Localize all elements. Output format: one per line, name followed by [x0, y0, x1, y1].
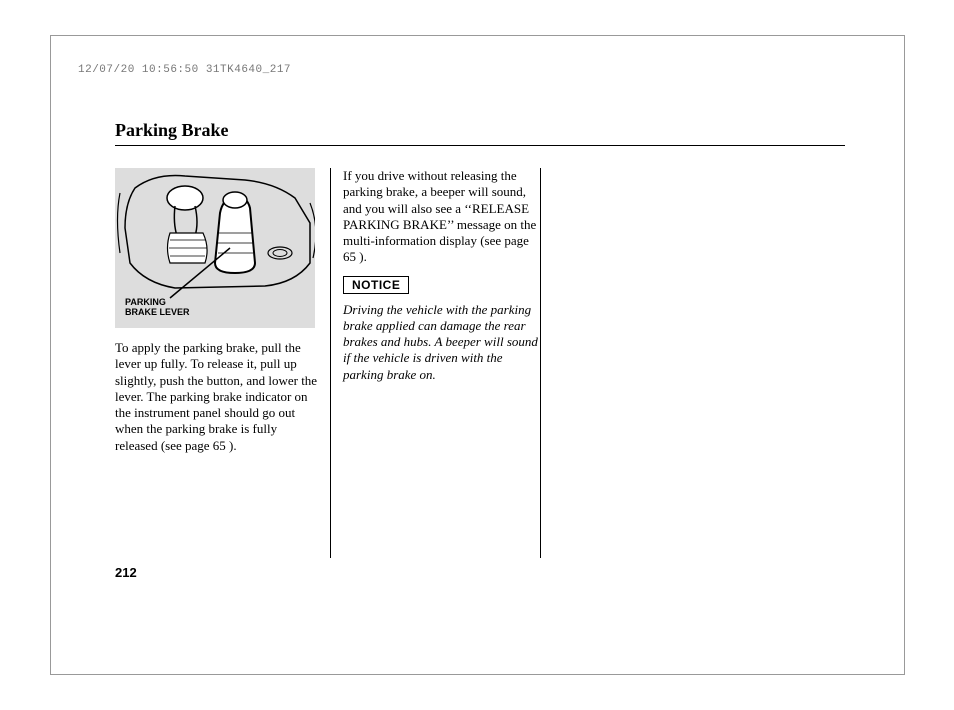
- column-2: If you drive without releasing the parki…: [330, 168, 540, 558]
- page-number: 212: [115, 565, 137, 580]
- column2-body-text: If you drive without releasing the parki…: [343, 168, 540, 266]
- column1-body-text: To apply the parking brake, pull the lev…: [115, 340, 318, 454]
- notice-body-text: Driving the vehicle with the parking bra…: [343, 302, 540, 383]
- notice-label-box: NOTICE: [343, 276, 409, 294]
- illustration-label: PARKING BRAKE LEVER: [125, 298, 190, 318]
- document-timestamp: 12/07/20 10:56:50 31TK4640_217: [78, 64, 291, 76]
- illustration-label-line2: BRAKE LEVER: [125, 307, 190, 317]
- column-layout: PARKING BRAKE LEVER To apply the parking…: [115, 168, 845, 558]
- column-3: [540, 168, 750, 558]
- column-1: PARKING BRAKE LEVER To apply the parking…: [115, 168, 330, 558]
- parking-brake-illustration: PARKING BRAKE LEVER: [115, 168, 315, 328]
- page-title: Parking Brake: [115, 120, 845, 146]
- page-content: Parking Brake: [115, 120, 845, 558]
- illustration-label-line1: PARKING: [125, 297, 166, 307]
